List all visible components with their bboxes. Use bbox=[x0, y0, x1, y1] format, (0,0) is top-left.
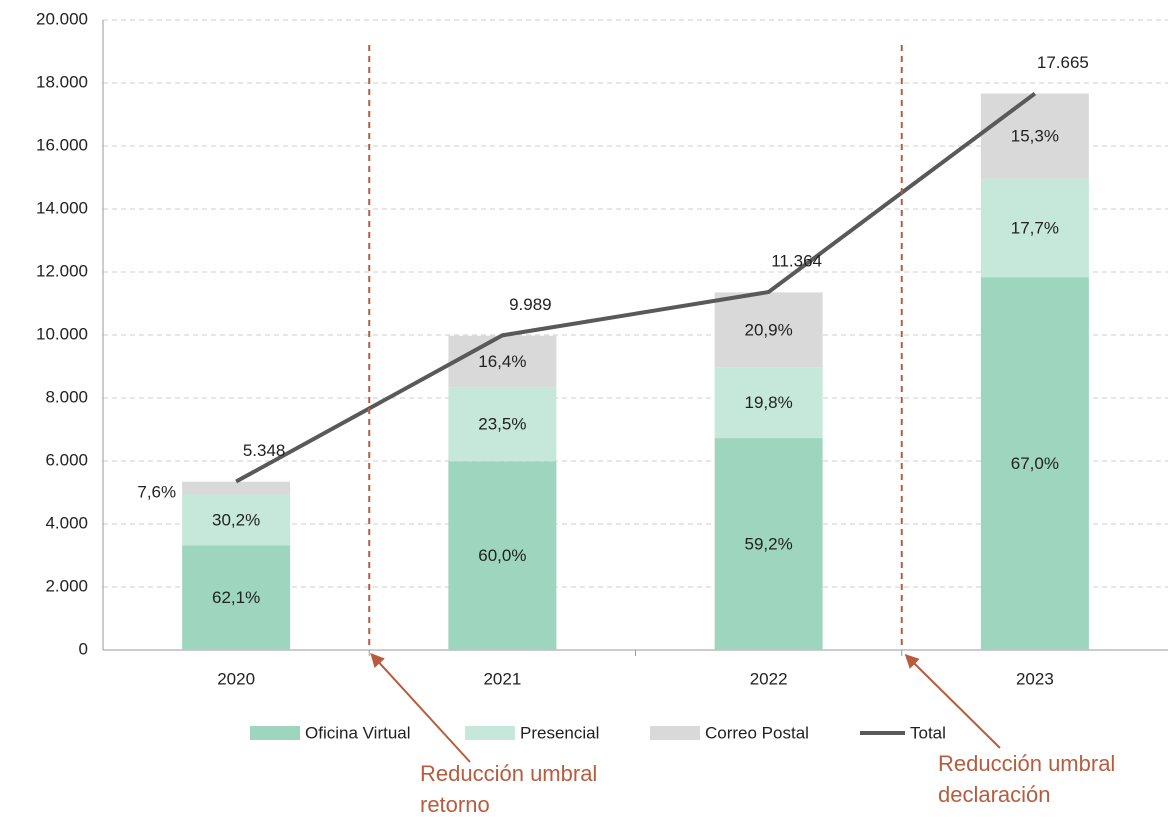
legend-swatch bbox=[250, 726, 300, 740]
bar-segment bbox=[714, 438, 823, 650]
x-tick-label: 2021 bbox=[483, 669, 521, 688]
bar-segment bbox=[448, 335, 557, 388]
bar-segment bbox=[980, 178, 1089, 278]
data-label: 62,1% bbox=[212, 588, 260, 607]
legend-label: Total bbox=[910, 723, 946, 742]
data-label: 11.364 bbox=[771, 252, 822, 271]
data-label: 16,4% bbox=[478, 352, 526, 371]
legend-label: Presencial bbox=[520, 723, 599, 742]
data-label: 7,6% bbox=[137, 483, 176, 502]
y-tick-label: 16.000 bbox=[36, 135, 88, 154]
total-line bbox=[235, 91, 1037, 484]
annotation: Reducción umbral declaración bbox=[900, 45, 1115, 807]
data-label: 23,5% bbox=[478, 415, 526, 434]
bar-segment bbox=[182, 545, 291, 650]
y-tick-label: 0 bbox=[79, 639, 88, 658]
data-label: 5.348 bbox=[243, 441, 286, 460]
data-label: 17,7% bbox=[1011, 218, 1059, 237]
data-label: 15,3% bbox=[1011, 127, 1059, 146]
legend-label: Correo Postal bbox=[705, 723, 809, 742]
y-tick-label: 8.000 bbox=[45, 387, 88, 406]
data-label: 20,9% bbox=[745, 320, 793, 339]
legend-swatch bbox=[465, 726, 515, 740]
y-tick-label: 2.000 bbox=[45, 576, 88, 595]
data-label: 67,0% bbox=[1011, 454, 1059, 473]
annotation-text: Reducción umbral bbox=[420, 761, 597, 786]
annotation-text: retorno bbox=[420, 792, 490, 817]
data-label: 59,2% bbox=[745, 535, 793, 554]
bar-segment bbox=[448, 461, 557, 650]
bar-segment bbox=[182, 481, 291, 495]
y-tick-label: 4.000 bbox=[45, 513, 88, 532]
y-tick-label: 20.000 bbox=[36, 9, 88, 28]
bar-segment bbox=[714, 292, 823, 368]
annotation-arrow bbox=[904, 654, 1001, 749]
x-tick-label: 2023 bbox=[1016, 669, 1054, 688]
bar-segment bbox=[980, 277, 1089, 650]
annotation-text: declaración bbox=[938, 782, 1051, 807]
x-tick-label: 2020 bbox=[217, 669, 255, 688]
legend-label: Oficina Virtual bbox=[305, 723, 411, 742]
legend-swatch bbox=[650, 726, 700, 740]
x-tick-label: 2022 bbox=[750, 669, 788, 688]
bar-segment bbox=[980, 93, 1089, 179]
data-label: 60,0% bbox=[478, 546, 526, 565]
y-tick-label: 18.000 bbox=[36, 72, 88, 91]
annotation-text: Reducción umbral bbox=[938, 751, 1115, 776]
annotation-arrow bbox=[370, 652, 471, 763]
annotation: Reducción umbral retorno bbox=[368, 45, 597, 817]
y-tick-label: 10.000 bbox=[36, 324, 88, 343]
data-label: 30,2% bbox=[212, 510, 260, 529]
data-label: 9.989 bbox=[509, 295, 552, 314]
y-tick-label: 12.000 bbox=[36, 261, 88, 280]
data-label: 17.665 bbox=[1037, 53, 1089, 72]
y-tick-label: 14.000 bbox=[36, 198, 88, 217]
y-tick-label: 6.000 bbox=[45, 450, 88, 469]
bar-segment bbox=[714, 367, 823, 439]
bar-segment bbox=[448, 387, 557, 462]
data-label: 19,8% bbox=[745, 393, 793, 412]
bar-segment bbox=[182, 494, 291, 546]
